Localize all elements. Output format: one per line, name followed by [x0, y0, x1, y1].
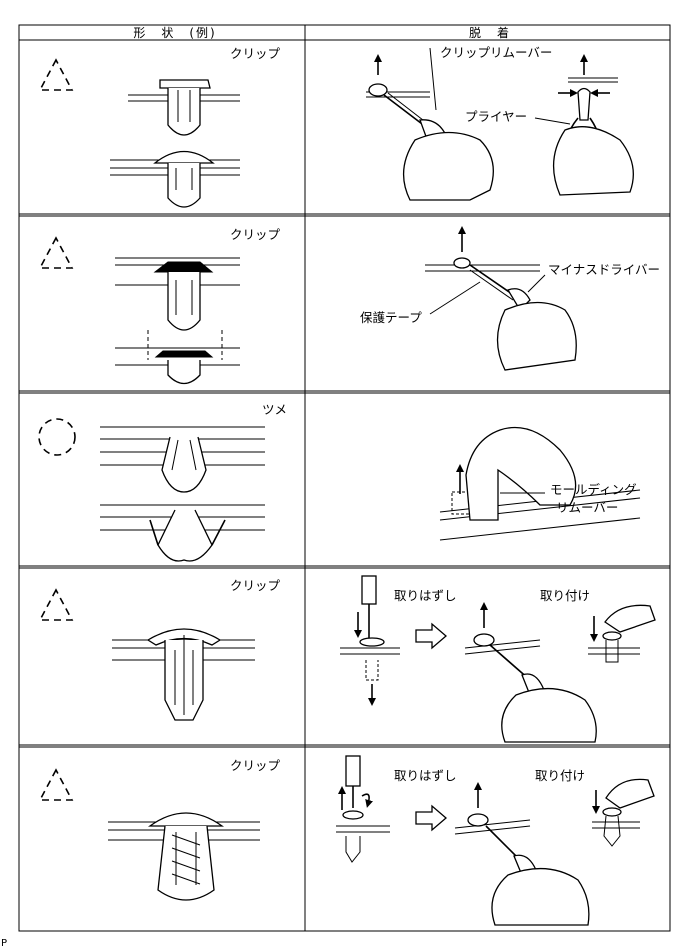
next-step-arrow-icon — [415, 804, 447, 832]
removal-drawing: 取りはずし 取り付け — [340, 575, 656, 743]
callout-screwdriver: マイナスドライバー — [548, 262, 660, 277]
row-5: クリップ 取りはずし 取り付け — [38, 755, 655, 926]
page-code: P — [1, 938, 8, 949]
callout-pliers: プライヤー — [465, 109, 527, 124]
callout-install: 取り付け — [540, 588, 590, 603]
next-step-arrow-icon — [415, 622, 447, 650]
row-3: ツメ モールディング リムーバー — [38, 402, 641, 562]
callout-molding-remover-1: モールディング — [550, 482, 637, 497]
clip-drawing — [108, 812, 260, 901]
header-shape-example: 形 状 (例) — [133, 26, 216, 40]
callout-remove: 取りはずし — [394, 768, 457, 783]
type-label: クリップ — [230, 578, 281, 593]
removal-drawing: クリップリムーバー プライヤー — [366, 45, 634, 201]
claw-drawing — [100, 426, 265, 562]
callout-install: 取り付け — [535, 768, 585, 783]
removal-drawing: モールディング リムーバー — [439, 426, 641, 541]
removal-drawing: マイナスドライバー 保護テープ — [360, 226, 660, 371]
row-1: クリップ クリップリムーバー — [38, 45, 634, 208]
triangle-symbol — [38, 588, 74, 621]
clip-drawing — [112, 628, 255, 721]
callout-molding-remover-2: リムーバー — [556, 500, 618, 515]
clip-drawing — [110, 79, 240, 208]
triangle-symbol — [38, 58, 74, 91]
header-removal: 脱 着 — [469, 25, 511, 40]
callout-remove: 取りはずし — [394, 588, 457, 603]
removal-drawing: 取りはずし 取り付け — [336, 755, 655, 926]
triangle-symbol — [38, 236, 74, 269]
table-grid — [18, 24, 671, 932]
callout-tape: 保護テープ — [360, 310, 422, 325]
triangle-symbol — [38, 768, 74, 801]
type-label: クリップ — [230, 227, 281, 242]
row-2: クリップ マイナスドライバー 保護テー — [38, 226, 660, 385]
clip-drawing — [115, 257, 240, 385]
type-label: クリップ — [230, 46, 281, 61]
type-label: ツメ — [262, 402, 287, 417]
callout-clip-remover: クリップリムーバー — [440, 45, 552, 60]
circle-symbol — [38, 418, 76, 456]
type-label: クリップ — [230, 758, 281, 773]
row-4: クリップ 取りはずし 取り付け — [38, 575, 656, 743]
